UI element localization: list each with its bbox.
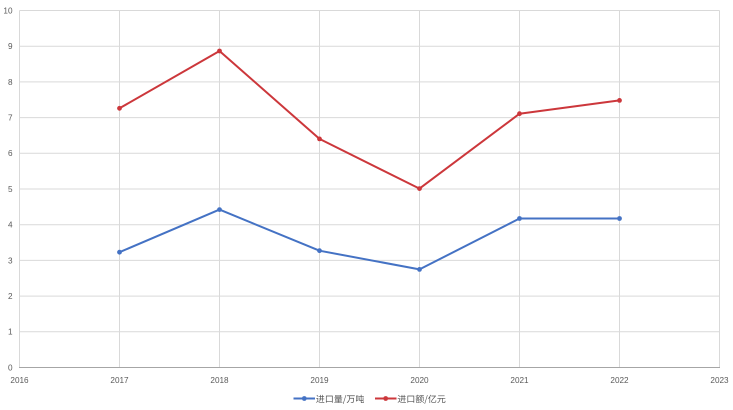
svg-text:4: 4 xyxy=(8,221,13,230)
svg-text:2021: 2021 xyxy=(510,376,529,385)
svg-text:5: 5 xyxy=(8,185,13,194)
svg-text:10: 10 xyxy=(3,6,13,15)
svg-text:2: 2 xyxy=(8,292,13,301)
svg-text:2017: 2017 xyxy=(110,376,129,385)
svg-text:8: 8 xyxy=(8,78,13,87)
svg-text:2022: 2022 xyxy=(610,376,629,385)
svg-text:3: 3 xyxy=(8,256,13,265)
svg-text:1: 1 xyxy=(8,328,13,337)
svg-text:6: 6 xyxy=(8,149,13,158)
svg-text:2016: 2016 xyxy=(10,376,29,385)
svg-text:2023: 2023 xyxy=(710,376,729,385)
svg-text:2020: 2020 xyxy=(410,376,429,385)
svg-text:7: 7 xyxy=(8,114,13,123)
svg-text:2019: 2019 xyxy=(310,376,329,385)
svg-text:2018: 2018 xyxy=(210,376,229,385)
svg-text:9: 9 xyxy=(8,42,13,51)
svg-text:0: 0 xyxy=(8,363,13,372)
